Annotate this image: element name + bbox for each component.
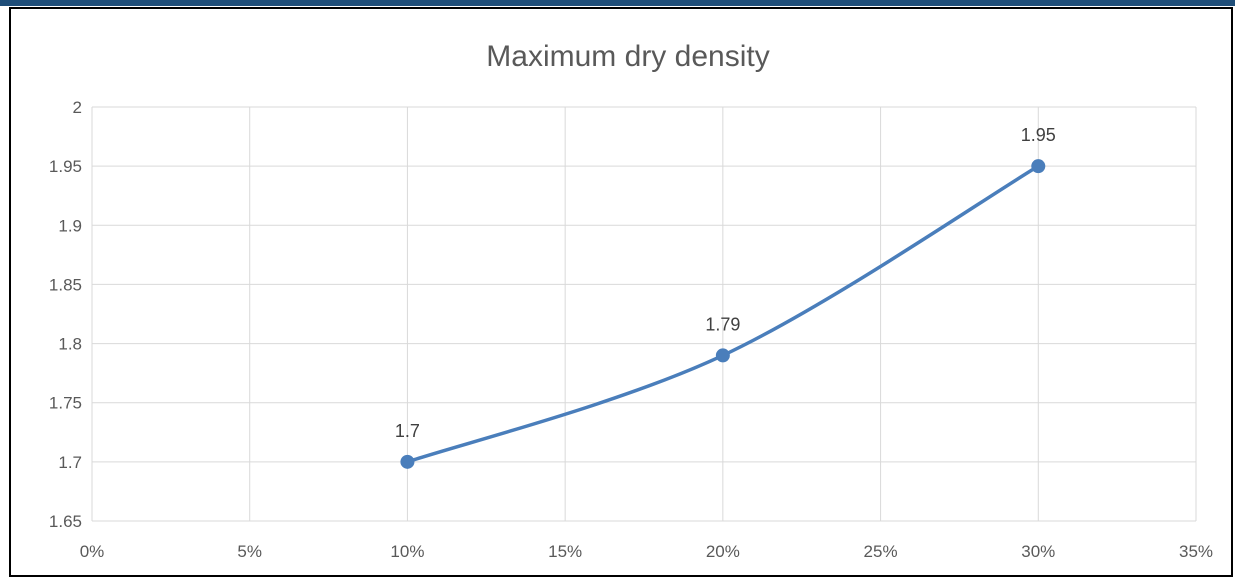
x-tick-label: 30% [1021,542,1055,561]
x-tick-label: 25% [864,542,898,561]
y-tick-label: 1.75 [49,394,82,413]
y-tick-label: 2 [73,98,82,117]
top-banner-line [0,0,1235,6]
y-tick-label: 1.65 [49,512,82,531]
x-tick-label: 5% [237,542,262,561]
data-label: 1.7 [395,421,420,441]
data-point [715,348,730,363]
x-tick-label: 10% [390,542,424,561]
data-point [1031,159,1046,174]
series-layer [400,159,1046,469]
data-point [400,454,415,469]
data-label: 1.95 [1021,125,1056,145]
y-tick-label: 1.7 [58,453,82,472]
x-tick-label: 35% [1179,542,1213,561]
y-tick-label: 1.95 [49,157,82,176]
y-tick-label: 1.85 [49,275,82,294]
data-label: 1.79 [705,314,740,334]
x-tick-label: 20% [706,542,740,561]
x-tick-label: 0% [80,542,105,561]
chart-title: Maximum dry density [486,40,769,73]
x-tick-label: 15% [548,542,582,561]
chart-frame [9,7,1233,577]
y-tick-label: 1.8 [58,335,82,354]
data-labels-layer: 1.7 1.79 1.95 [395,125,1056,441]
y-tick-label: 1.9 [58,216,82,235]
grid-layer [91,106,1197,522]
